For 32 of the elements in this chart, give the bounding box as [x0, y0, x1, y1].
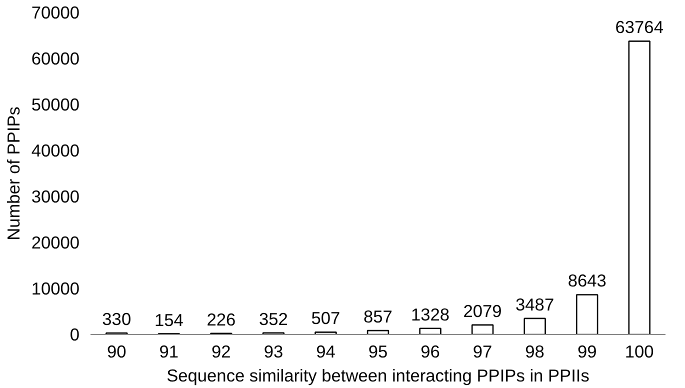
- y-tick-label: 60000: [31, 48, 80, 68]
- y-tick-label: 50000: [31, 94, 80, 114]
- x-tick-label: 99: [577, 342, 597, 362]
- data-label: 226: [206, 309, 236, 330]
- data-label: 857: [364, 306, 392, 327]
- x-tick-label: 96: [420, 342, 440, 362]
- y-tick-label: 0: [70, 324, 80, 344]
- y-tick-label: 10000: [31, 278, 80, 298]
- y-tick-label: 70000: [31, 2, 80, 22]
- data-label: 154: [154, 310, 184, 330]
- y-tick-label: 30000: [31, 186, 80, 206]
- x-tick-label: 100: [624, 342, 654, 362]
- data-label: 330: [102, 308, 132, 329]
- x-tick-label: 91: [159, 342, 179, 362]
- data-label: 2079: [463, 300, 502, 321]
- x-tick-label: 90: [107, 342, 126, 362]
- x-tick-label: 97: [472, 342, 492, 362]
- x-tick-label: 94: [316, 342, 336, 362]
- x-axis-title: Sequence similarity between interacting PPIPs in PPIIs: [166, 366, 590, 386]
- y-axis-title: Number of PPIPs: [3, 106, 24, 240]
- data-label: 507: [311, 308, 340, 328]
- x-tick-label: 95: [368, 342, 388, 362]
- data-label: 1328: [411, 304, 450, 324]
- x-tick-label: 93: [264, 342, 284, 362]
- data-label: 63764: [615, 17, 664, 38]
- x-tick-label: 98: [525, 342, 544, 362]
- x-tick-label: 92: [212, 342, 231, 362]
- data-label: 8643: [568, 270, 606, 291]
- y-tick-label: 20000: [31, 232, 80, 252]
- data-label: 352: [259, 308, 288, 329]
- data-label: 3487: [516, 294, 554, 314]
- y-tick-label: 40000: [31, 140, 80, 160]
